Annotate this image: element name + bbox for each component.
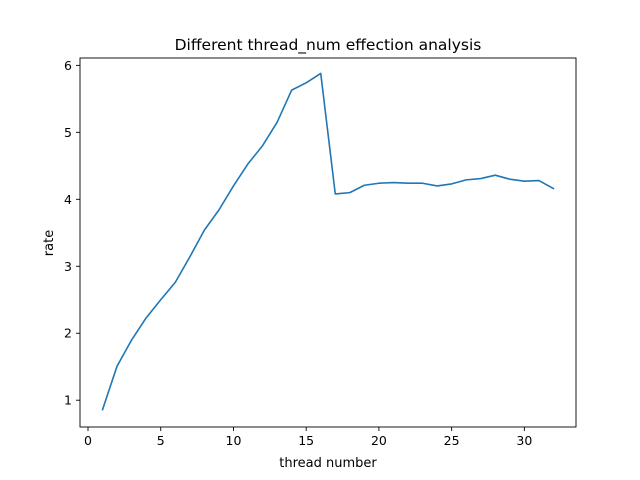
series-line-0 (101, 72, 555, 411)
y-tick-label: 6 (64, 58, 72, 73)
y-axis-label: rate (42, 230, 57, 256)
y-tick-label: 1 (64, 393, 72, 408)
x-tick-label: 5 (157, 433, 165, 448)
x-axis-label: thread number (279, 456, 377, 471)
x-axis: 0 5 10 15 20 25 30 (84, 427, 532, 448)
x-tick-label: 20 (371, 433, 387, 448)
x-tick-label: 0 (84, 433, 92, 448)
plot-area (79, 57, 577, 428)
y-tick-label: 2 (64, 326, 72, 341)
x-tick-label: 15 (298, 433, 314, 448)
y-tick-label: 4 (64, 192, 72, 207)
x-tick-label: 10 (226, 433, 242, 448)
x-tick-label: 30 (516, 433, 532, 448)
plot-frame (79, 57, 577, 428)
y-axis: 1 2 3 4 5 6 (64, 58, 80, 408)
x-tick-label: 25 (444, 433, 460, 448)
chart-title: Different thread_num effection analysis (175, 36, 482, 55)
y-tick-label: 3 (64, 259, 72, 274)
y-tick-label: 5 (64, 125, 72, 140)
